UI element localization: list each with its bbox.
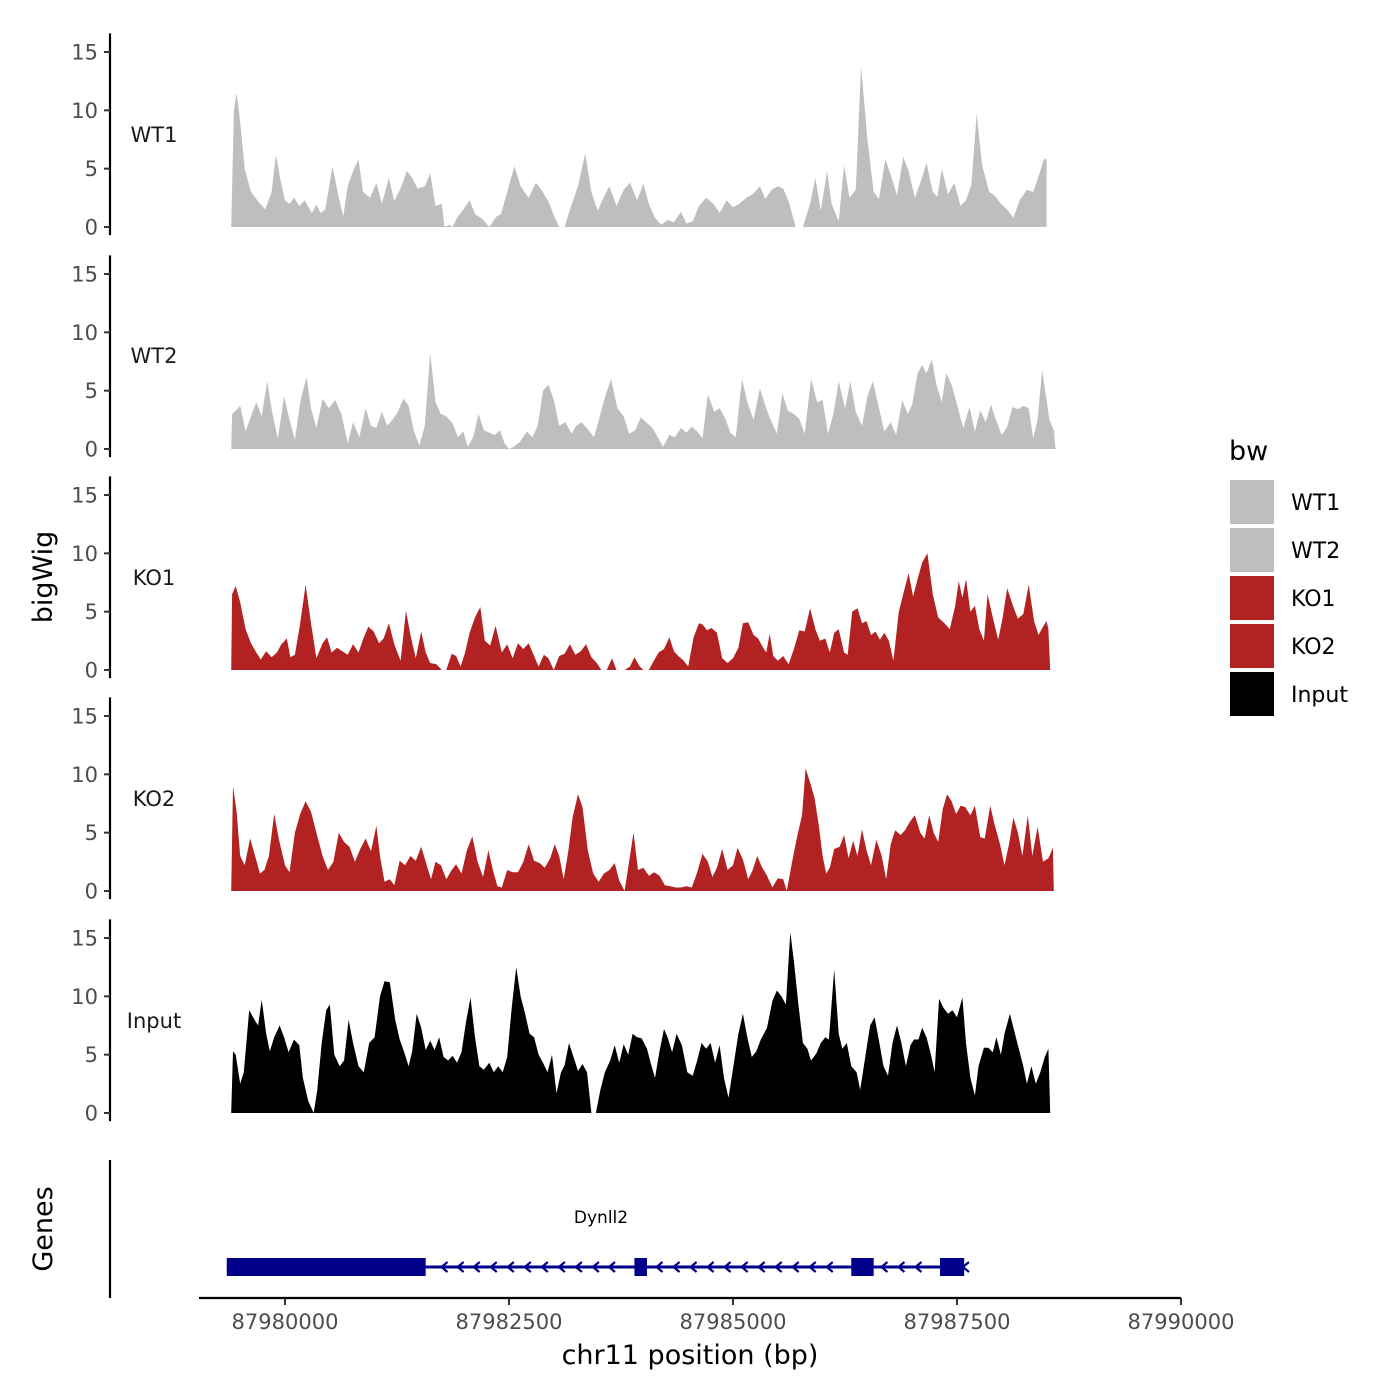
- legend-label-wt2: WT2: [1291, 539, 1340, 564]
- y-tick-label: 15: [71, 927, 98, 951]
- legend-items: WT1 WT2 KO1 KO2 Input: [1230, 480, 1348, 716]
- strand-arrow: [722, 1261, 732, 1273]
- panel-label-input: Input: [127, 1009, 181, 1033]
- y-tick-label: 0: [85, 438, 98, 462]
- strand-arrow: [523, 1261, 532, 1273]
- genes-track-title: Genes: [28, 1186, 59, 1271]
- gene-label-dynll2: Dynll2: [574, 1208, 628, 1228]
- gene-model: [226, 1258, 970, 1276]
- panel-input: 0 5 10 15 Input: [71, 919, 1051, 1126]
- area-series-wt2: [231, 353, 1056, 449]
- area-series-ko2: [231, 768, 1054, 891]
- y-tick-label: 5: [85, 379, 98, 403]
- gene-exon: [939, 1258, 965, 1276]
- legend-title: bw: [1229, 436, 1268, 467]
- y-tick-label: 0: [85, 1102, 98, 1126]
- legend-label-ko2: KO2: [1291, 635, 1336, 660]
- legend-swatch-wt1: [1230, 480, 1274, 524]
- y-tick-label: 10: [71, 763, 98, 787]
- legend: bw WT1 WT2 KO1 KO2 Input: [1229, 436, 1348, 716]
- panel-label-ko1: KO1: [133, 566, 176, 590]
- strand-arrow: [808, 1261, 817, 1273]
- legend-swatch-ko1: [1230, 576, 1274, 620]
- y-tick-label: 10: [71, 985, 98, 1009]
- strand-arrow: [472, 1261, 481, 1273]
- panel-wt1: 0 5 10 15 WT1: [71, 33, 1047, 240]
- y-tick-label: 10: [71, 99, 98, 123]
- gene-exon: [226, 1258, 426, 1276]
- strand-arrow: [791, 1261, 800, 1273]
- strand-arrow: [756, 1261, 766, 1273]
- y-tick-label: 15: [71, 705, 98, 729]
- strand-arrow: [455, 1261, 465, 1273]
- y-tick-label: 5: [85, 1043, 98, 1067]
- y-tick-label: 15: [71, 41, 98, 65]
- strand-arrow: [607, 1261, 616, 1273]
- strand-arrow: [439, 1261, 449, 1273]
- strand-arrow: [961, 1261, 970, 1273]
- strand-arrow: [688, 1261, 698, 1273]
- y-tick-label: 0: [85, 659, 98, 683]
- bigwig-panels: 0 5 10 15 WT1 0 5 10 15 WT2 0 5 10 15 KO1 0 5 10 15 KO2 0 5 10…: [71, 33, 1056, 1126]
- legend-swatch-ko2: [1230, 624, 1274, 668]
- y-tick-label: 10: [71, 542, 98, 566]
- strand-arrow: [739, 1261, 749, 1273]
- panel-label-wt2: WT2: [131, 344, 178, 368]
- panel-label-wt1: WT1: [131, 123, 178, 147]
- panel-wt2: 0 5 10 15 WT2: [71, 255, 1056, 462]
- y-tick-label: 5: [85, 157, 98, 181]
- y-axis-title: bigWig: [28, 531, 59, 624]
- panel-ko1: 0 5 10 15 KO1: [71, 476, 1051, 683]
- x-axis-title: chr11 position (bp): [562, 1340, 819, 1371]
- y-tick-label: 5: [85, 600, 98, 624]
- x-tick-label: 87982500: [456, 1310, 563, 1334]
- x-tick-label: 87980000: [232, 1310, 339, 1334]
- area-series-input: [231, 932, 1051, 1113]
- strand-arrow: [540, 1261, 549, 1273]
- gene-exon: [851, 1258, 874, 1276]
- legend-swatch-wt2: [1230, 528, 1274, 572]
- y-tick-label: 0: [85, 880, 98, 904]
- panel-ko2: 0 5 10 15 KO2: [71, 697, 1054, 904]
- x-tick-label: 87987500: [904, 1310, 1011, 1334]
- y-tick-label: 15: [71, 484, 98, 508]
- area-series-ko1: [231, 553, 1051, 670]
- strand-arrow: [773, 1261, 783, 1273]
- strand-arrow: [896, 1261, 906, 1273]
- strand-arrow: [671, 1261, 681, 1273]
- strand-arrow: [489, 1261, 498, 1273]
- strand-arrow: [506, 1261, 515, 1273]
- y-tick-label: 15: [71, 263, 98, 287]
- panel-label-ko2: KO2: [133, 787, 176, 811]
- strand-arrow: [654, 1261, 664, 1273]
- gene-exon: [634, 1258, 647, 1276]
- y-tick-label: 10: [71, 321, 98, 345]
- gene-track: Dynll2: [108, 1160, 970, 1298]
- legend-swatch-input: [1230, 672, 1274, 716]
- strand-arrow: [913, 1261, 923, 1273]
- area-series-wt1: [231, 66, 1047, 227]
- legend-label-input: Input: [1291, 683, 1348, 708]
- strand-arrow: [705, 1261, 715, 1273]
- strand-arrow: [591, 1261, 600, 1273]
- legend-label-ko1: KO1: [1291, 587, 1336, 612]
- x-axis: 87980000 87982500 87985000 87987500 87990000: [199, 1296, 1235, 1334]
- y-tick-label: 5: [85, 821, 98, 845]
- strand-arrow: [557, 1261, 566, 1273]
- strand-arrow: [574, 1261, 583, 1273]
- x-axis-ticks: 87980000 87982500 87985000 87987500 87990000: [232, 1298, 1235, 1334]
- x-tick-label: 87990000: [1128, 1310, 1235, 1334]
- strand-arrow: [879, 1261, 889, 1273]
- y-tick-label: 0: [85, 216, 98, 240]
- strand-arrow: [825, 1261, 834, 1273]
- x-tick-label: 87985000: [680, 1310, 787, 1334]
- legend-label-wt1: WT1: [1291, 491, 1340, 516]
